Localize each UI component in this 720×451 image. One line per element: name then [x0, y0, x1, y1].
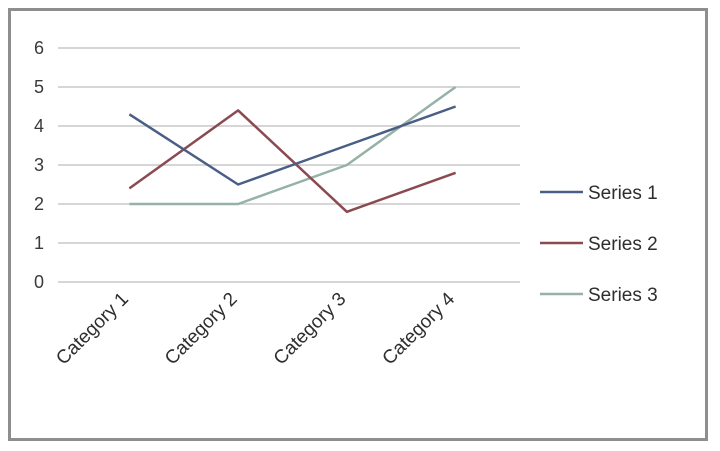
y-tick-label: 4 — [34, 116, 44, 136]
x-tick-label: Category 3 — [270, 289, 351, 370]
y-tick-label: 5 — [34, 77, 44, 97]
y-axis-ticks: 0 1 2 3 4 5 6 — [34, 38, 44, 292]
x-axis-ticks: Category 1 Category 2 Category 3 Category 4 — [52, 288, 459, 369]
y-tick-label: 1 — [34, 233, 44, 253]
legend-label: Series 1 — [588, 183, 658, 204]
y-tick-label: 6 — [34, 38, 44, 58]
x-tick-label: Category 2 — [161, 289, 242, 370]
chart-frame — [8, 8, 708, 441]
x-tick-label: Category 1 — [52, 289, 133, 370]
x-tick-label: Category 4 — [379, 288, 460, 369]
legend-label: Series 3 — [588, 285, 658, 306]
y-tick-label: 2 — [34, 194, 44, 214]
gridlines — [58, 47, 520, 283]
series-line — [128, 105, 457, 186]
legend: Series 1 Series 2 Series 3 — [540, 183, 658, 306]
series-lines — [128, 85, 457, 214]
y-tick-label: 0 — [34, 272, 44, 292]
y-tick-label: 3 — [34, 155, 44, 175]
legend-label: Series 2 — [588, 234, 658, 255]
